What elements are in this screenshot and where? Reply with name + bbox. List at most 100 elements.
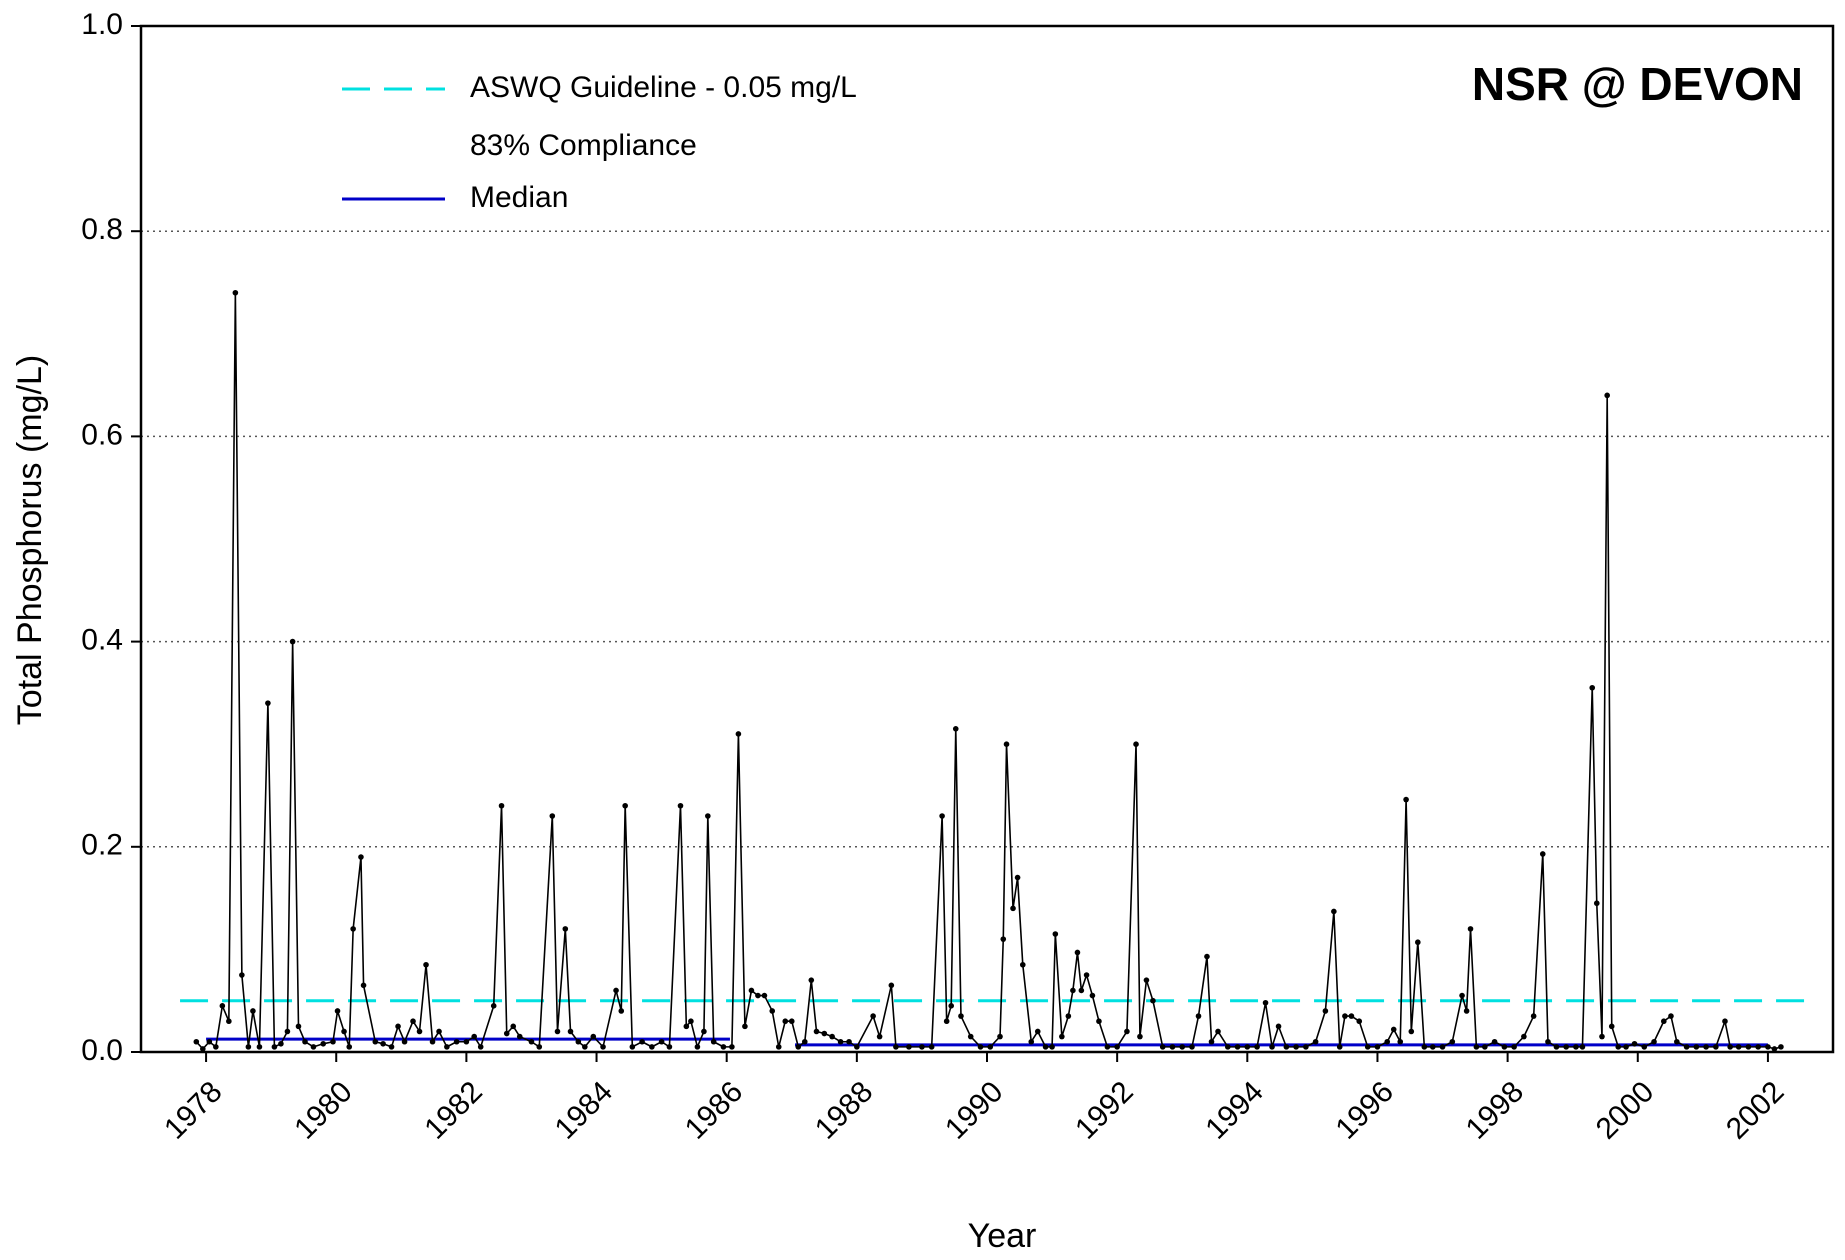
plot-frame: [139, 24, 1835, 1054]
data-point: [1415, 939, 1421, 946]
data-point: [1331, 908, 1337, 915]
data-point: [1599, 1033, 1605, 1040]
data-point: [1641, 1044, 1648, 1050]
data-point: [1403, 796, 1409, 803]
data-point: [1501, 1044, 1508, 1050]
x-tick-label: 1982: [418, 1075, 489, 1146]
data-point: [278, 1040, 284, 1047]
data-point: [1010, 905, 1016, 912]
data-point: [795, 1044, 802, 1050]
data-point: [226, 1018, 232, 1025]
data-point: [948, 1003, 955, 1009]
data-point: [200, 1046, 206, 1052]
data-point: [958, 1013, 964, 1019]
data-point: [1342, 1013, 1348, 1019]
x-tick-label: 1996: [1329, 1075, 1400, 1146]
data-point: [1683, 1044, 1690, 1050]
data-point: [549, 813, 556, 819]
data-point: [358, 854, 364, 860]
data-point: [1065, 1013, 1072, 1019]
data-point: [193, 1038, 200, 1045]
x-tick-label: 1978: [158, 1075, 229, 1146]
data-point: [666, 1044, 673, 1050]
data-point: [782, 1018, 789, 1025]
data-point: [289, 638, 296, 645]
data-point: [1028, 1038, 1035, 1045]
data-point: [658, 1038, 665, 1045]
data-point: [1336, 1044, 1343, 1050]
data-point: [876, 1033, 883, 1040]
data-point: [1563, 1044, 1569, 1050]
data-point: [567, 1028, 574, 1035]
y-tick-label: 0.4: [81, 624, 123, 657]
data-point: [503, 1030, 510, 1037]
data-point: [1089, 992, 1096, 999]
data-point: [613, 987, 619, 994]
grid: [141, 25, 1833, 1053]
data-point: [1224, 1044, 1231, 1050]
data-point: [837, 1038, 844, 1045]
data-point: [271, 1044, 278, 1050]
data-point: [1623, 1044, 1629, 1050]
data-point: [1511, 1044, 1517, 1050]
data-point: [720, 1044, 727, 1050]
data-point: [1703, 1044, 1709, 1050]
data-point: [854, 1044, 860, 1050]
data-point: [1408, 1028, 1415, 1035]
data-point: [688, 1018, 694, 1025]
data-point: [554, 1028, 561, 1035]
data-point: [423, 961, 429, 968]
data-point: [1439, 1044, 1446, 1050]
data-point: [1755, 1044, 1761, 1050]
data-point: [677, 802, 684, 809]
y-tick-label: 0.0: [81, 1034, 123, 1067]
data-point: [788, 1018, 795, 1025]
data-point: [1553, 1044, 1560, 1050]
data-point: [1275, 1023, 1282, 1030]
data-point: [893, 1044, 899, 1050]
data-point: [977, 1044, 984, 1050]
data-point: [380, 1040, 386, 1047]
data-point: [256, 1044, 263, 1050]
data-point: [1262, 999, 1269, 1006]
annotation: 83% Compliance: [470, 129, 697, 162]
data-point: [1070, 987, 1076, 994]
data-point: [1539, 851, 1546, 857]
data-point: [1114, 1044, 1120, 1050]
data-point: [870, 1013, 876, 1019]
data-point: [562, 926, 569, 932]
data-point: [330, 1038, 336, 1045]
data-point: [1215, 1028, 1221, 1035]
data-point: [1545, 1038, 1551, 1045]
data-point: [295, 1023, 302, 1030]
data-point: [250, 1008, 256, 1014]
data-point: [987, 1044, 994, 1050]
data-point: [360, 982, 367, 989]
data-point: [1713, 1044, 1719, 1050]
data-point: [1303, 1044, 1309, 1050]
series-line: [195, 291, 1782, 1050]
data-point: [943, 1018, 950, 1025]
data-point: [388, 1044, 395, 1050]
data-point: [1293, 1044, 1299, 1050]
data-point: [453, 1038, 460, 1045]
data-point: [1254, 1044, 1260, 1050]
data-point: [735, 731, 742, 737]
data-point: [536, 1044, 543, 1050]
data-point: [1651, 1038, 1657, 1045]
data-point: [245, 1044, 252, 1050]
data-point: [813, 1028, 820, 1035]
data-point: [821, 1030, 828, 1037]
data-point: [1463, 1008, 1470, 1014]
data-point: [1096, 1018, 1102, 1025]
data-point: [1397, 1038, 1404, 1045]
data-point: [701, 1028, 707, 1035]
data-point: [510, 1023, 517, 1030]
data-point: [1269, 1044, 1275, 1050]
data-point: [755, 992, 761, 999]
data-point: [1074, 949, 1081, 956]
data-point: [1204, 953, 1210, 960]
data-point: [528, 1038, 535, 1045]
data-point: [206, 1038, 213, 1045]
data-point: [801, 1038, 808, 1045]
